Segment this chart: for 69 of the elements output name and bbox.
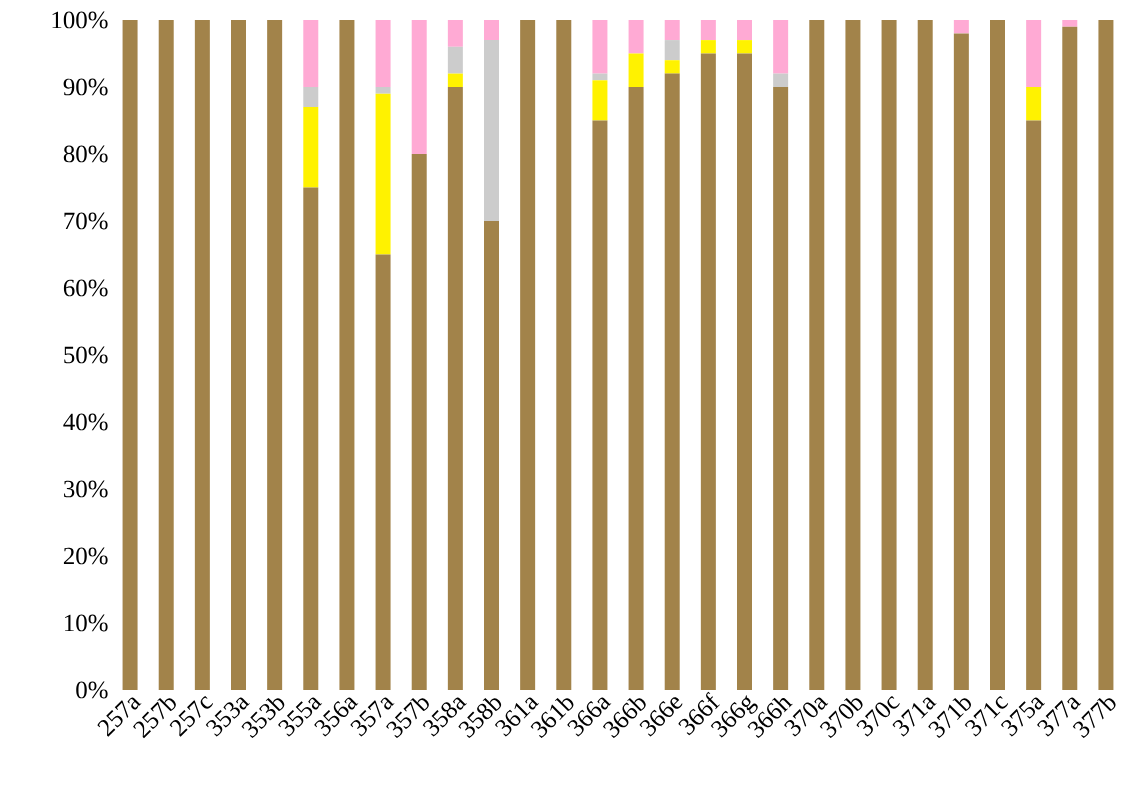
bar [303,107,319,188]
y-tick-label: 30% [64,480,108,498]
bar [520,19,536,690]
bar [592,80,608,121]
bar [1098,19,1114,690]
bar [628,53,644,87]
bar [953,33,969,690]
bar [700,53,716,690]
bar [664,73,680,690]
y-tick-label: 40% [63,413,108,431]
bar [375,86,391,94]
bar [917,19,933,690]
y-tick-label: 70% [64,212,108,230]
bar [411,153,427,690]
bar [773,86,789,690]
bar [303,187,319,690]
bar [700,19,716,41]
bar [664,60,680,74]
bar [447,86,463,690]
bar [375,254,391,690]
bar [773,19,789,74]
bar [592,19,608,74]
y-tick-label: 50% [64,346,108,364]
bar [809,19,825,690]
bar [737,53,752,690]
bar [1026,120,1042,690]
bar [592,73,608,81]
bar [447,46,463,74]
y-tick-label: 0% [76,681,108,699]
bar [1026,86,1042,121]
bar [773,73,789,87]
bar [375,19,391,87]
y-tick-label: 90% [63,78,108,96]
bar [1026,19,1042,87]
bar [628,86,644,690]
bar [990,19,1005,690]
bar [303,19,319,87]
bar [484,221,499,690]
bar [881,19,897,690]
bar [447,19,463,47]
bar [592,120,608,690]
bar [664,19,680,41]
y-tick-label: 60% [63,279,108,297]
bar [1062,19,1078,27]
bar [122,19,138,690]
bar [845,19,861,690]
bar [447,73,463,87]
y-tick-label: 80% [63,145,108,163]
bar [339,19,355,690]
bar [628,19,644,54]
bar [700,40,716,54]
y-tick-label: 100% [52,11,108,29]
y-tick-label: 10% [65,614,108,632]
bar [158,19,174,690]
bar [303,86,319,108]
bar [1062,26,1078,690]
bar [484,40,499,221]
bar [231,19,246,690]
bar [953,19,969,34]
bar [556,19,572,690]
bar [375,93,391,255]
bar [484,19,499,41]
bar [267,19,283,690]
bar [664,40,680,61]
y-tick-label: 20% [63,547,108,565]
bar [737,40,752,54]
bar [737,19,752,41]
bar [411,19,427,154]
bar [194,19,210,690]
